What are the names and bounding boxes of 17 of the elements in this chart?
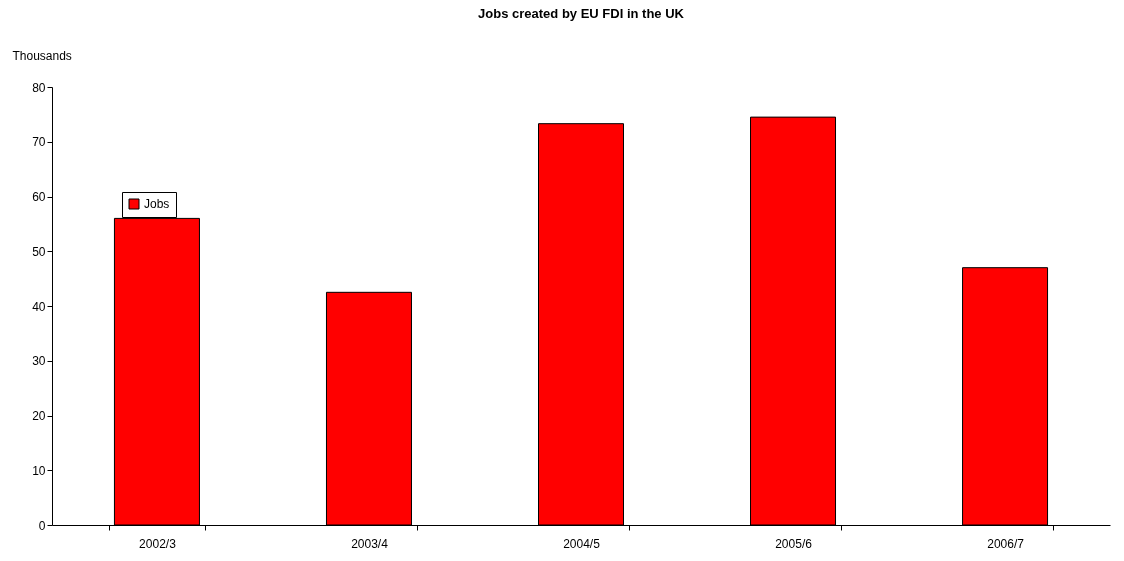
legend-label: Jobs: [144, 197, 170, 211]
y-tick-label: 30: [32, 354, 46, 369]
y-axis-title: Thousands: [12, 48, 72, 63]
x-tick-label: 2004/5: [563, 536, 601, 551]
y-tick-label: 20: [32, 409, 46, 423]
x-tick-label: 2002/3: [139, 536, 177, 551]
y-tick-label: 0: [38, 518, 46, 533]
x-tick-label: 2006/7: [987, 536, 1025, 551]
y-tick-label: 60: [32, 190, 46, 204]
y-tick-label: 80: [32, 80, 46, 95]
chart-title: Jobs created by EU FDI in the UK: [478, 6, 685, 21]
y-tick-label: 70: [32, 135, 46, 150]
y-tick-label: 10: [32, 463, 46, 478]
x-tick-label: 2005/6: [775, 536, 813, 551]
y-tick-label: 40: [32, 299, 46, 314]
x-tick-label: 2003/4: [351, 536, 389, 551]
y-tick-label: 50: [32, 244, 46, 259]
